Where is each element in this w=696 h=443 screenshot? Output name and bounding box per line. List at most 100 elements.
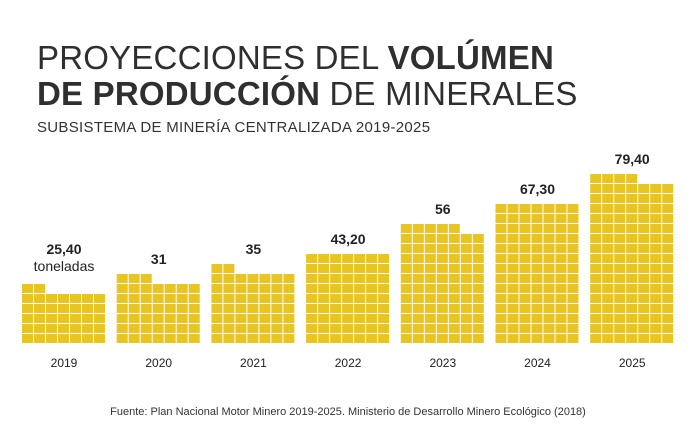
bar-block <box>614 284 626 293</box>
bar-block <box>614 264 626 273</box>
bar-block <box>140 284 152 293</box>
bar-block <box>247 294 259 303</box>
bar-block <box>590 324 602 333</box>
bar-block <box>495 294 507 303</box>
bar-block <box>366 284 378 293</box>
bar-block <box>412 334 424 343</box>
bar-block <box>342 314 354 323</box>
bar-block <box>259 334 271 343</box>
bar-block <box>306 324 318 333</box>
bar-block <box>555 254 567 263</box>
bar-block <box>507 294 519 303</box>
bar-block <box>602 244 614 253</box>
bar-block <box>567 324 579 333</box>
bar-2024 <box>495 204 579 343</box>
bar-block <box>58 294 69 303</box>
bar-block <box>412 234 424 243</box>
bar-block <box>626 334 638 343</box>
bar-block <box>662 324 674 333</box>
bar-block <box>602 174 614 183</box>
bar-block <box>495 214 507 223</box>
bar-block <box>495 254 507 263</box>
value-label: 43,20 <box>331 231 366 247</box>
bar-block <box>567 274 579 283</box>
bar-block <box>342 334 354 343</box>
bar-block <box>650 314 662 323</box>
bar-block <box>34 324 45 333</box>
bar-block <box>235 314 247 323</box>
bar-block <box>531 254 543 263</box>
bar-2020 <box>116 274 200 343</box>
bar-block <box>495 324 507 333</box>
bar-block <box>460 324 472 333</box>
bar-block <box>34 314 45 323</box>
bar-block <box>662 224 674 233</box>
bar-block <box>472 254 484 263</box>
bar-block <box>662 214 674 223</box>
bar-block <box>318 284 330 293</box>
bar-block <box>34 304 45 313</box>
bar-block <box>543 214 555 223</box>
bar-block <box>400 334 412 343</box>
bar-block <box>602 284 614 293</box>
bar-block <box>140 304 152 313</box>
bar-block <box>519 274 531 283</box>
category-label: 2022 <box>335 356 362 370</box>
bar-block <box>330 264 342 273</box>
bar-block <box>555 304 567 313</box>
bar-block <box>400 324 412 333</box>
bar-block <box>519 324 531 333</box>
bar-block <box>472 304 484 313</box>
bar-block <box>188 284 200 293</box>
bar-block <box>614 234 626 243</box>
bar-block <box>650 214 662 223</box>
bar-block <box>152 334 164 343</box>
bar-block <box>590 304 602 313</box>
bar-block <box>211 324 223 333</box>
bar-block <box>638 254 650 263</box>
bar-block <box>436 284 448 293</box>
bar-block <box>507 224 519 233</box>
bar-block <box>271 304 283 313</box>
bar-block <box>567 264 579 273</box>
bar-block <box>34 334 45 343</box>
bar-block <box>259 284 271 293</box>
category-label: 2020 <box>145 356 172 370</box>
bar-block <box>662 274 674 283</box>
bar-block <box>602 204 614 213</box>
bar-block <box>116 334 128 343</box>
bar-block <box>662 304 674 313</box>
bar-block <box>318 314 330 323</box>
bar-block <box>650 264 662 273</box>
bar-block <box>58 304 69 313</box>
bar-block <box>354 254 366 263</box>
bar-block <box>82 314 93 323</box>
bar-block <box>318 264 330 273</box>
bar-block <box>555 214 567 223</box>
bar-block <box>507 244 519 253</box>
bar-block <box>519 214 531 223</box>
value-label: 31 <box>151 251 167 267</box>
bar-block <box>46 314 57 323</box>
bar-block <box>354 334 366 343</box>
bar-block <box>614 174 626 183</box>
bar-block <box>650 334 662 343</box>
bar-block <box>400 264 412 273</box>
bar-block <box>94 314 105 323</box>
bar-block <box>176 284 188 293</box>
bar-block <box>495 204 507 213</box>
bar-block <box>330 334 342 343</box>
bar-block <box>638 194 650 203</box>
bar-block <box>306 334 318 343</box>
bar-block <box>448 334 460 343</box>
bar-block <box>626 324 638 333</box>
bar-block <box>602 194 614 203</box>
bar-block <box>448 264 460 273</box>
bar-block <box>448 314 460 323</box>
bar-block <box>650 224 662 233</box>
bar-block <box>472 274 484 283</box>
bar-block <box>342 304 354 313</box>
bar-block <box>330 274 342 283</box>
bar-block <box>555 294 567 303</box>
bar-block <box>354 294 366 303</box>
